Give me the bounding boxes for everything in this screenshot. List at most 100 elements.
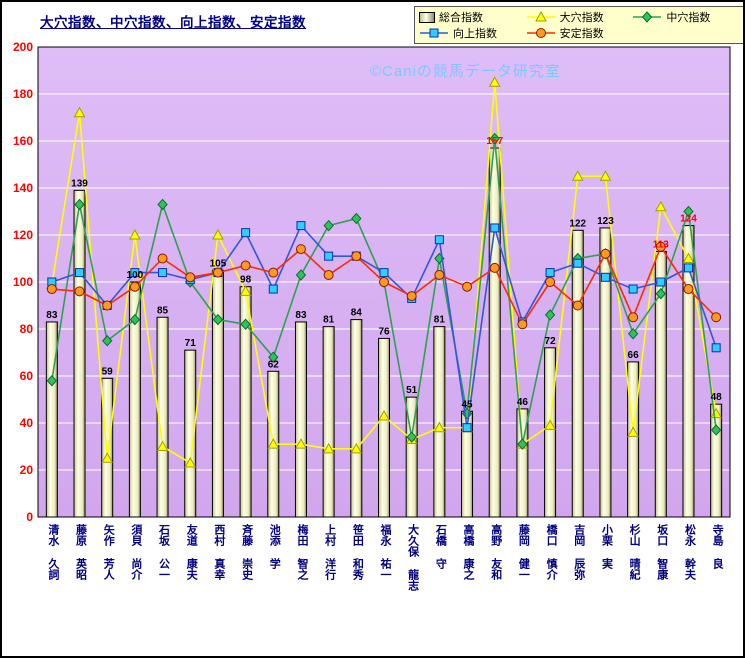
square-marker: [462, 423, 472, 433]
diamond-marker: [46, 374, 58, 387]
bar-value-label: 83: [46, 310, 58, 321]
triangle-marker: [599, 170, 612, 181]
bar: [571, 229, 584, 518]
legend-label: 大穴指数: [559, 12, 604, 24]
legend-label: 安定指数: [559, 28, 604, 40]
x-tick-label: 高橋 康之: [462, 524, 475, 580]
diamond-marker: [489, 132, 500, 145]
x-tick-label: 友道 康夫: [185, 524, 198, 580]
triangle-marker: [129, 228, 141, 240]
x-tick-label: 斉藤 崇史: [240, 524, 253, 580]
triangle-marker: [350, 442, 363, 454]
bar: [294, 321, 307, 518]
square-marker: [429, 28, 439, 38]
y-tick-label: 60: [20, 369, 34, 383]
legend-item: 向上指数: [419, 25, 526, 41]
bar-value-label: 157: [486, 136, 503, 147]
triangle-marker: [682, 252, 695, 263]
square-marker: [656, 277, 666, 287]
bar-value-label: 83: [295, 310, 307, 321]
legend-item: 総合指数: [419, 9, 526, 25]
circle-marker: [295, 244, 306, 255]
legend: 総合指数 大穴指数 中穴指数向上指数 安定指数: [414, 6, 743, 44]
circle-marker: [535, 28, 546, 38]
y-tick-label: 100: [13, 275, 33, 289]
square-marker: [683, 263, 693, 273]
legend-item: 中穴指数: [632, 9, 739, 25]
x-tick-label: 坂口 智康: [655, 524, 668, 580]
y-tick-label: 20: [20, 463, 34, 477]
triangle-marker: [654, 200, 667, 212]
diamond-marker: [710, 424, 722, 436]
triangle-marker: [378, 409, 390, 421]
square-marker: [545, 268, 555, 278]
x-tick-label: 藤岡 健一: [517, 524, 530, 580]
square-marker: [490, 223, 500, 233]
x-tick-label: 福永 祐一: [379, 524, 391, 580]
triangle-marker: [239, 285, 252, 296]
bar: [101, 377, 114, 518]
bar: [73, 189, 86, 518]
triangle-marker: [184, 456, 197, 468]
circle-marker: [102, 300, 113, 311]
x-tick-label: 上村 洋行: [323, 524, 336, 580]
bar: [627, 361, 640, 518]
y-tick-label: 120: [13, 228, 33, 242]
x-tick-label: 清水 久詞: [46, 524, 59, 580]
square-marker: [75, 268, 85, 278]
x-tick-label: 梅田 智之: [295, 524, 308, 580]
bar: [350, 319, 363, 518]
circle-marker: [517, 319, 528, 330]
circle-marker: [489, 262, 500, 273]
circle-marker: [129, 281, 140, 292]
bar-swatch: [419, 11, 435, 23]
circle-marker: [323, 269, 334, 280]
bar-value-label: 48: [711, 392, 723, 403]
x-tick-label: 須貝 尚介: [129, 524, 142, 580]
triangle-marker: [295, 438, 307, 449]
bar: [544, 347, 557, 518]
triangle-marker: [267, 438, 280, 449]
circle-marker: [711, 312, 722, 323]
square-marker: [379, 268, 389, 278]
triangle-marker: [212, 228, 224, 240]
triangle-legend-sample: [526, 11, 555, 22]
diamond-marker: [212, 313, 224, 326]
bar-value-label: 81: [323, 315, 335, 326]
bar-value-label: 72: [545, 336, 557, 347]
triangle-marker: [322, 442, 335, 454]
legend-label: 総合指数: [439, 12, 483, 24]
circle-marker: [185, 272, 196, 283]
x-tick-label: 藤原 英昭: [74, 524, 87, 580]
bar-value-label: 124: [680, 214, 697, 225]
watermark: ©Caniの競馬データ研究室: [370, 63, 561, 80]
diamond-marker: [268, 351, 279, 363]
x-tick-label: 松永 幹夫: [683, 524, 696, 580]
triangle-marker: [101, 452, 114, 463]
bar: [211, 269, 224, 518]
bar-value-label: 51: [406, 385, 418, 396]
circle-marker: [600, 248, 611, 259]
square-marker: [130, 268, 140, 278]
diamond-marker: [351, 212, 362, 225]
triangle-marker: [544, 419, 556, 430]
bar-value-label: 59: [102, 366, 114, 377]
square-marker: [241, 228, 251, 238]
diamond-legend-sample: [633, 11, 662, 23]
diamond-marker: [102, 335, 113, 347]
x-tick-label: 橋口 慎介: [545, 524, 558, 580]
bar: [378, 337, 390, 518]
y-tick-label: 180: [13, 87, 33, 101]
bar-value-label: 85: [157, 305, 169, 316]
bar-value-label: 122: [569, 218, 586, 229]
circle-legend-sample: [526, 28, 555, 38]
circle-marker: [462, 281, 473, 292]
bar-value-label: 84: [351, 308, 363, 319]
diamond-marker: [323, 219, 334, 232]
triangle-marker: [433, 421, 446, 433]
circle-marker: [655, 241, 666, 252]
circle-marker: [268, 267, 279, 278]
bar-value-label: 46: [517, 397, 529, 408]
bar-value-label: 66: [628, 350, 640, 361]
x-tick-label: 石橋 守: [434, 524, 447, 569]
